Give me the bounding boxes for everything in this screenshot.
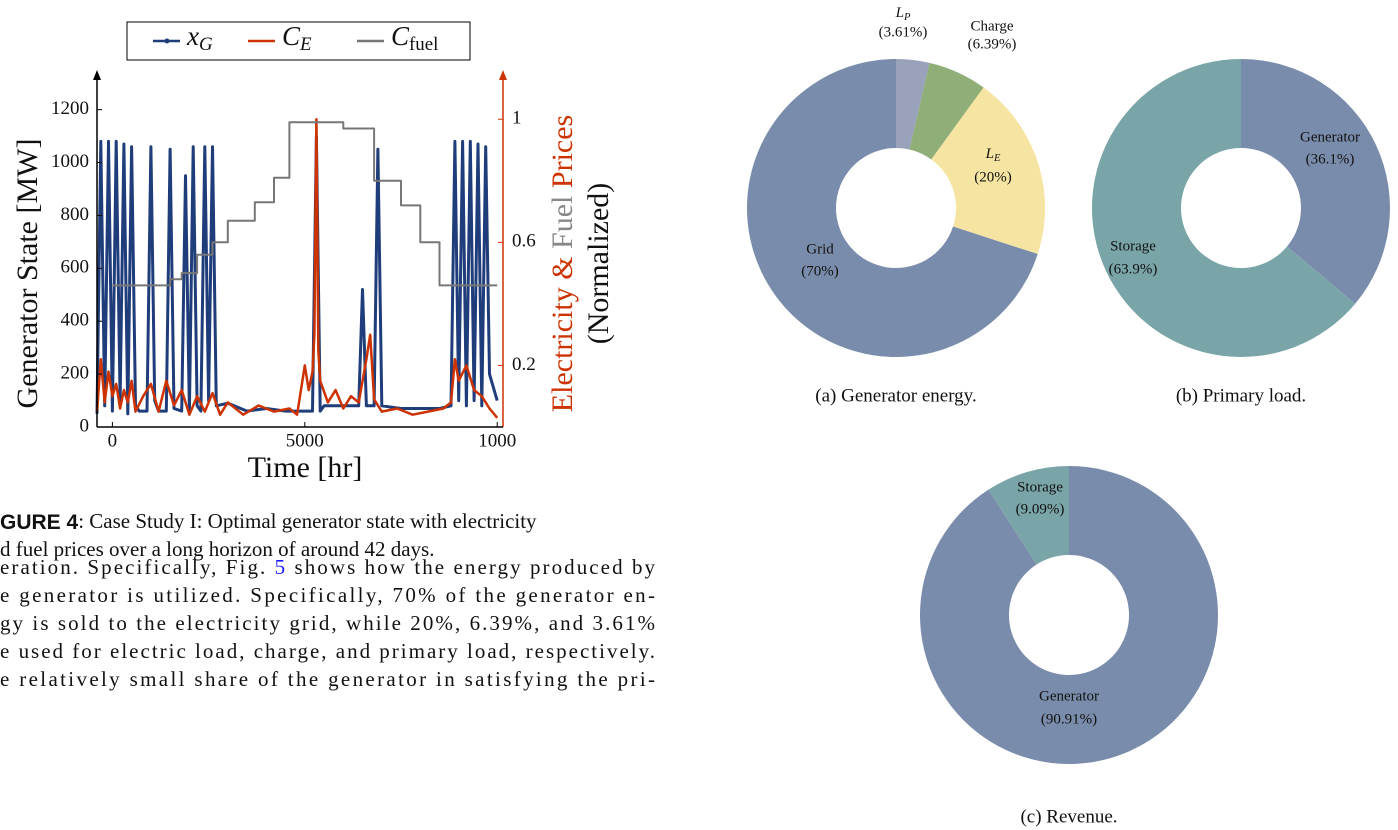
slice-value-label: (36.1%): [1306, 151, 1355, 167]
body-text: e relatively small share of the generato…: [0, 667, 655, 691]
caption-text: d fuel prices over a long horizon of aro…: [0, 537, 434, 561]
slice-label: LP: [895, 5, 911, 23]
y-tick-label: 1000: [51, 151, 89, 172]
body-line: gy is sold to the electricity grid, whil…: [0, 611, 655, 635]
body-line: e used for electric load, charge, and pr…: [0, 639, 655, 663]
y2-label-part: Fuel: [546, 196, 579, 249]
pie-slice: [747, 59, 1038, 357]
slice-value-label: (70%): [801, 263, 839, 279]
y2-axis-label: (Normalized): [582, 183, 615, 345]
caption-label: GURE 4: [0, 511, 79, 534]
body-text: e used for electric load, charge, and pr…: [0, 639, 655, 663]
pie-caption: (b) Primary load.: [1176, 385, 1306, 406]
slice-label: Charge: [970, 18, 1013, 34]
slice-value-label: (6.39%): [968, 36, 1017, 52]
series-line: [112, 121, 498, 287]
legend-label: CE: [282, 21, 312, 55]
pie-slice: [920, 466, 1218, 764]
pie-caption: (c) Revenue.: [1020, 806, 1117, 827]
y2-axis-arrow: [499, 70, 507, 80]
slice-label: Storage: [1110, 238, 1156, 254]
y2-tick-label: 1: [512, 108, 522, 129]
legend-label: Cfuel: [391, 21, 438, 55]
slice-value-label: (63.9%): [1109, 261, 1158, 277]
slice-label: Storage: [1017, 479, 1063, 495]
body-line: e relatively small share of the generato…: [0, 667, 655, 691]
x-tick-label: 5000: [286, 430, 324, 451]
pie-slice: [1241, 59, 1390, 304]
y2-label-part: Electricity &: [546, 249, 579, 412]
legend-box: [126, 21, 471, 61]
figure-caption: GURE 4: Case Study I: Optimal generator …: [0, 509, 537, 534]
pie-caption: (a) Generator energy.: [815, 385, 976, 406]
y-tick-label: 600: [61, 257, 90, 278]
y-tick-label: 800: [61, 204, 90, 225]
y2-axis-label: Electricity & Fuel Prices: [546, 115, 579, 412]
legend-label: xG: [186, 21, 213, 55]
caption-text: : Case Study I: Optimal generator state …: [78, 509, 537, 533]
figure-link: 5: [275, 555, 286, 579]
slice-label: Generator: [1300, 129, 1360, 145]
body-text: eration. Specifically, Fig.: [0, 555, 273, 579]
body-line: eration. Specifically, Fig. 5 shows how …: [0, 555, 656, 579]
y-tick-label: 400: [61, 310, 90, 331]
slice-value-label: (3.61%): [879, 24, 928, 40]
pie-slice: [1092, 59, 1356, 357]
slice-value-label: (9.09%): [1016, 501, 1065, 517]
series-line: [95, 117, 499, 419]
series-line: [95, 134, 499, 416]
pie-slice: [988, 466, 1069, 565]
y-tick-label: 200: [61, 362, 90, 383]
pie-slice: [909, 62, 984, 160]
y-tick-label: 0: [80, 415, 90, 436]
slice-label: LE: [985, 146, 1001, 164]
x-tick-label: 0: [108, 430, 118, 451]
legend-marker: [164, 38, 170, 44]
body-text: e generator is utilized. Specifically, 7…: [0, 583, 655, 607]
slice-value-label: (90.91%): [1041, 711, 1097, 727]
pie-slice: [931, 87, 1045, 255]
x-axis-label: Time [hr]: [248, 451, 363, 484]
body-text: gy is sold to the electricity grid, whil…: [0, 611, 655, 635]
body-text: shows how the energy produced by: [287, 555, 655, 579]
body-line: e generator is utilized. Specifically, 7…: [0, 583, 655, 607]
y2-tick-label: 0.2: [512, 354, 536, 375]
pie-slice: [896, 59, 930, 150]
y-tick-label: 1200: [51, 98, 89, 119]
slice-value-label: (20%): [974, 169, 1012, 185]
slice-label: Grid: [806, 241, 834, 257]
x-tick-label: 1000: [478, 430, 516, 451]
y-axis-label: Generator State [MW]: [11, 139, 44, 409]
slice-label: Generator: [1039, 688, 1099, 704]
y2-label-part: Prices: [546, 115, 579, 196]
y2-tick-label: 0.6: [512, 231, 536, 252]
y-axis-arrow: [93, 70, 101, 80]
